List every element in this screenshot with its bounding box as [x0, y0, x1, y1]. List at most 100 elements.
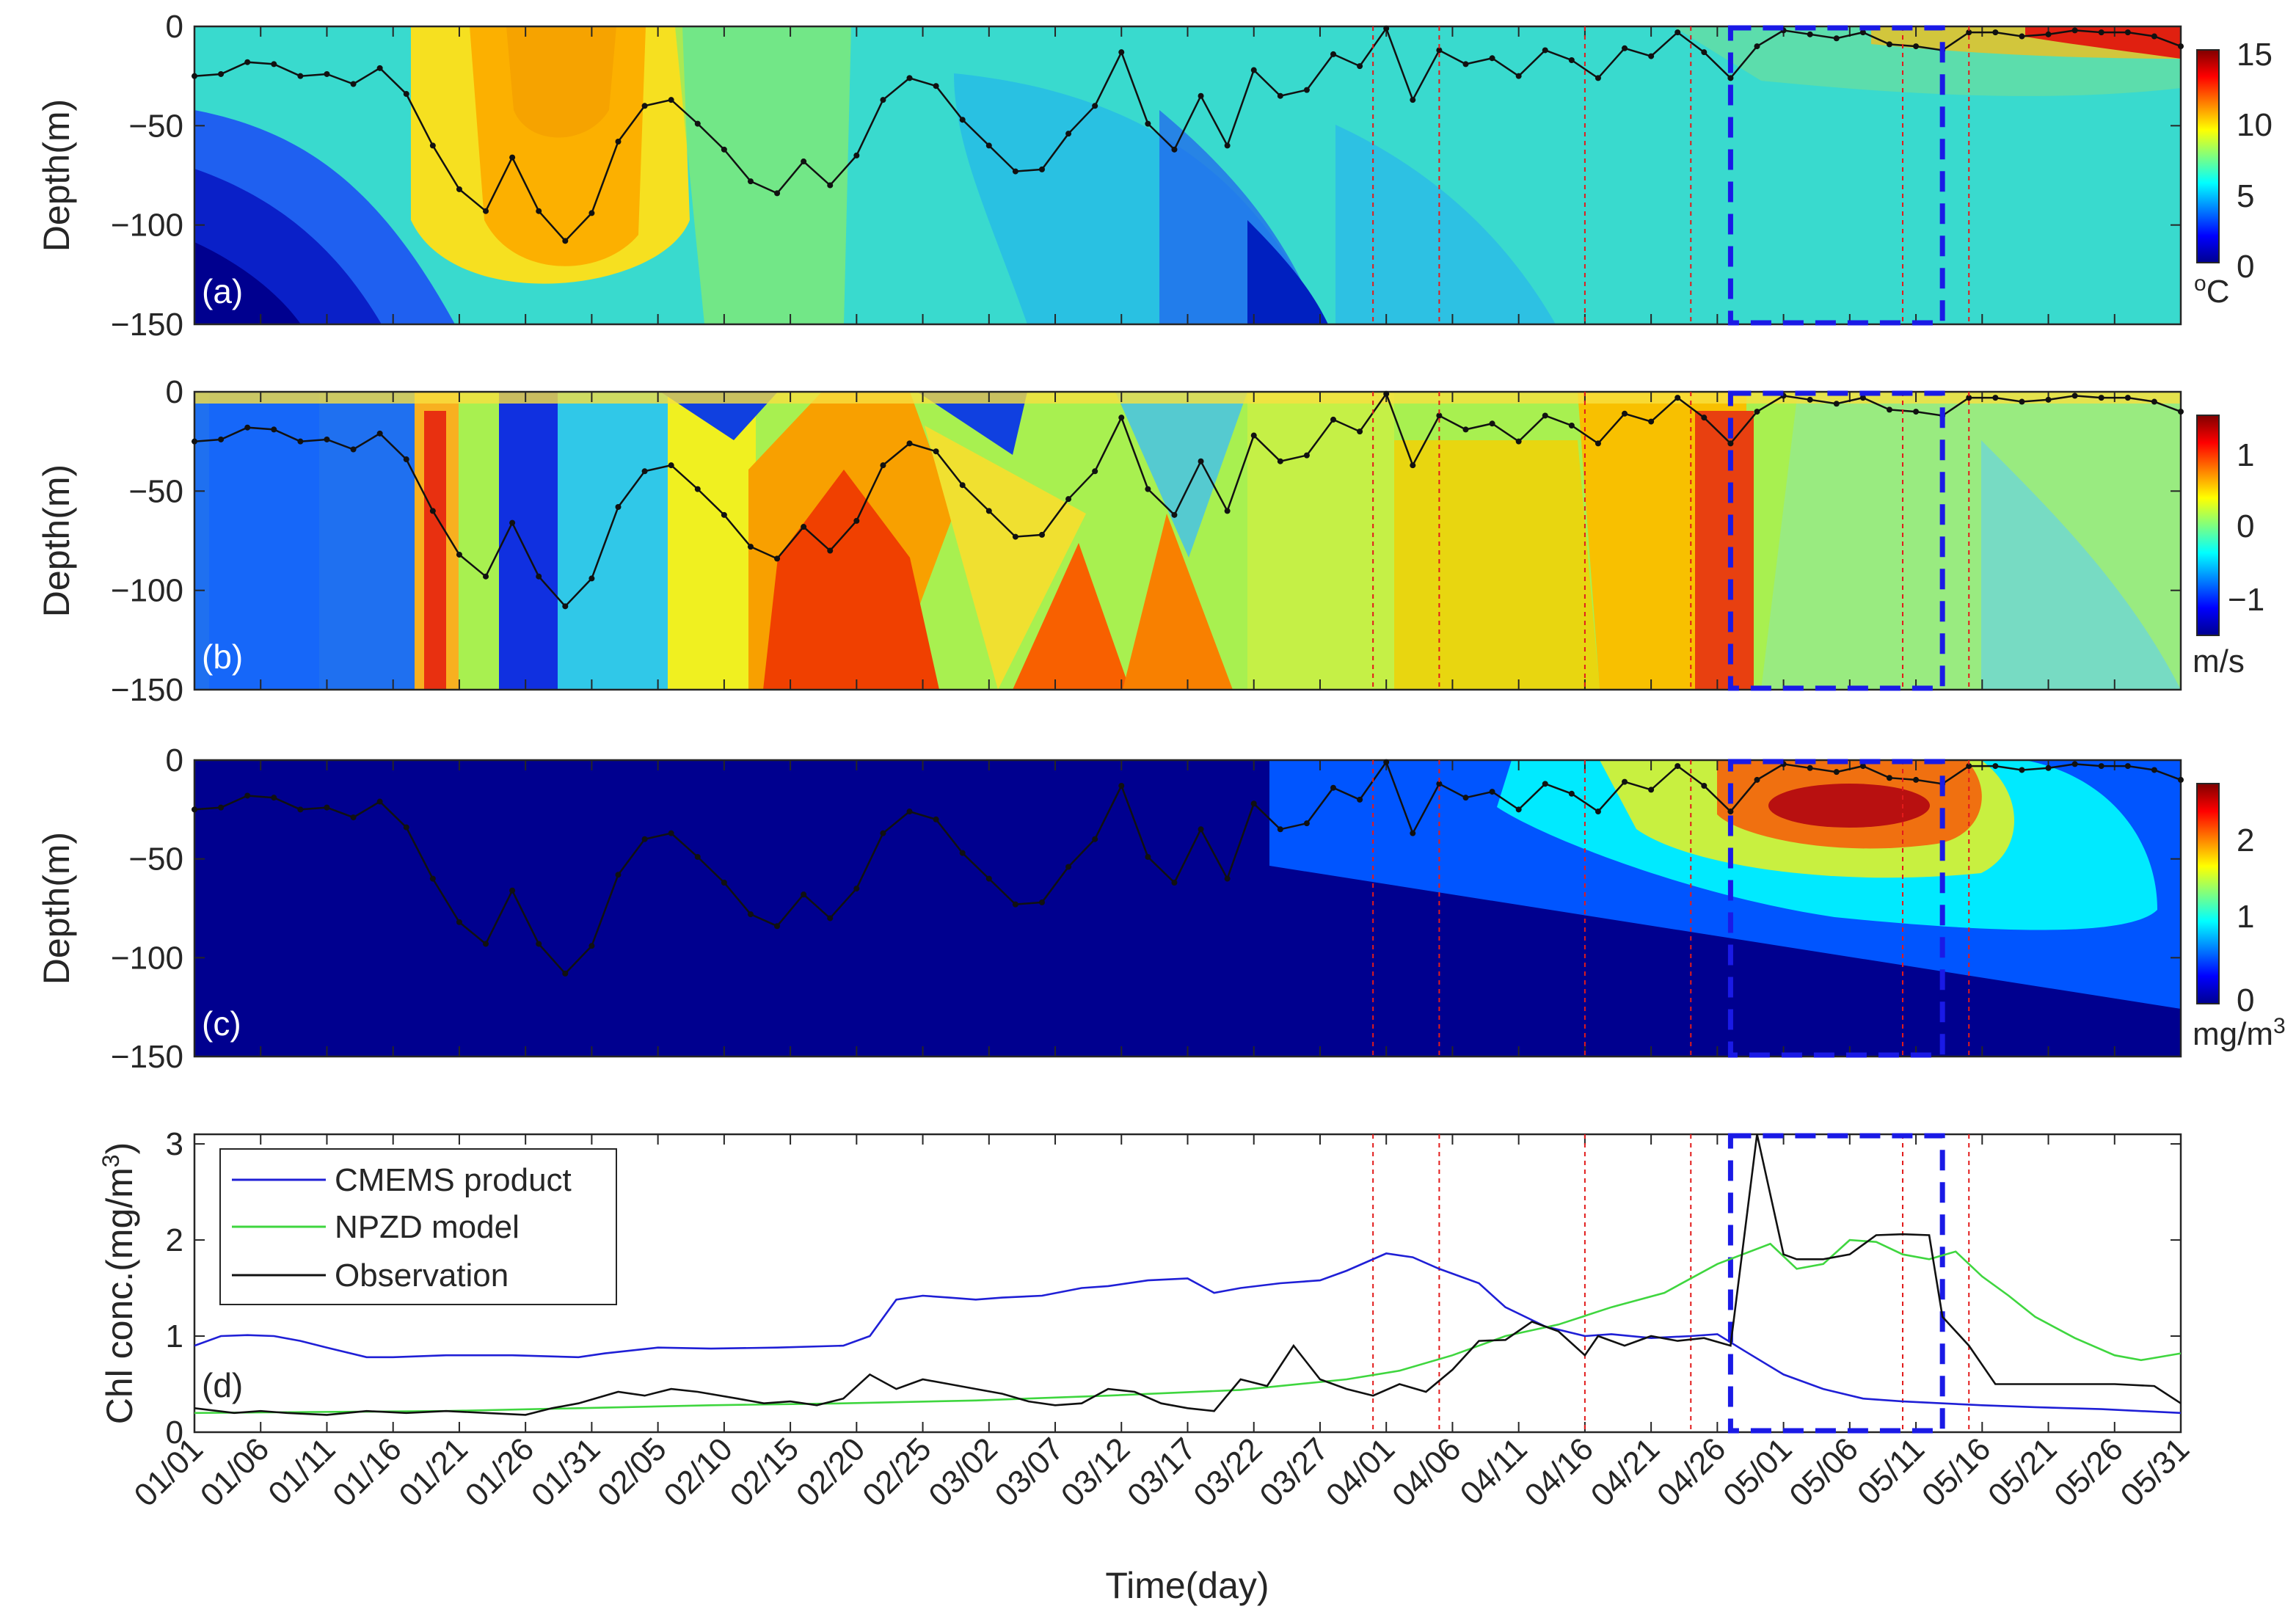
y-tick-label: −50 [128, 108, 183, 144]
mixed-layer-depth-point [244, 792, 251, 799]
x-tick-label: 01/16 [326, 1431, 409, 1514]
mixed-layer-depth-point [2098, 763, 2104, 770]
mixed-layer-depth-lines [192, 25, 2184, 977]
mixed-layer-depth-point [801, 891, 807, 898]
mixed-layer-depth-point [721, 511, 727, 518]
mixed-layer-depth-point [1674, 763, 1681, 770]
mixed-layer-depth-point [562, 970, 569, 977]
mixed-layer-depth-point [403, 91, 409, 98]
mixed-layer-depth-point [2151, 767, 2157, 773]
panel-a-label: (a) [202, 272, 243, 310]
panel-c [193, 759, 2182, 1058]
highlight-box [1727, 759, 1945, 1058]
mixed-layer-depth-point [244, 424, 251, 431]
mixed-layer-depth-point [668, 462, 674, 469]
mixed-layer-depth-point [1171, 879, 1178, 886]
mixed-layer-depth-point [1330, 51, 1337, 57]
mixed-layer-depth-point [985, 875, 992, 882]
mixed-layer-depth-point [668, 830, 674, 836]
mixed-layer-depth-point [641, 103, 648, 109]
mixed-layer-depth-point [747, 178, 754, 185]
highlight-box [1727, 1133, 1945, 1434]
panel-a [193, 25, 2182, 326]
mixed-layer-depth-point [1913, 776, 1920, 783]
mixed-layer-depth-point [2178, 43, 2184, 50]
x-tick-label: 05/06 [1782, 1431, 1865, 1514]
mixed-layer-depth-point [1436, 412, 1443, 419]
colorbar-b-tick: 0 [2237, 508, 2254, 544]
x-tick-label: 01/11 [261, 1431, 342, 1511]
mixed-layer-depth-point [1701, 49, 1708, 56]
mixed-layer-depth-line [194, 760, 2182, 975]
mixed-layer-depth-point [192, 438, 197, 445]
mixed-layer-depth-point [456, 551, 462, 558]
mixed-layer-depth-point [1357, 63, 1363, 70]
mixed-layer-depth-point [1595, 809, 1601, 815]
mixed-layer-depth-point [1992, 763, 1999, 770]
mixed-layer-depth-point [1250, 67, 1257, 73]
mixed-layer-depth-point [218, 436, 225, 442]
mixed-layer-depth-point [2178, 776, 2184, 783]
mixed-layer-depth-point [1542, 781, 1548, 787]
colorbar-a-unit: oC [2194, 271, 2229, 310]
mixed-layer-depth-point [747, 911, 754, 918]
legend-label-cmems: CMEMS product [335, 1162, 572, 1198]
mixed-layer-depth-point [774, 555, 781, 562]
mixed-layer-depth-point [1489, 789, 1495, 795]
reference-lines [1372, 25, 1970, 1434]
mixed-layer-depth-point [615, 872, 622, 878]
mixed-layer-depth-point [1886, 41, 1892, 48]
mixed-layer-depth-point [1171, 511, 1178, 518]
x-tick-label: 05/21 [1981, 1431, 2064, 1514]
mixed-layer-depth-point [721, 146, 727, 153]
mixed-layer-depth-point [694, 486, 701, 492]
x-tick-label: 04/16 [1517, 1431, 1600, 1514]
mixed-layer-depth-point [324, 804, 330, 811]
colorbar-c-tick: 2 [2237, 822, 2254, 858]
mixed-layer-depth-point [1568, 57, 1575, 64]
y-tick-label: −50 [128, 842, 183, 878]
x-tick-label: 02/20 [790, 1431, 872, 1514]
mixed-layer-depth-point [2071, 393, 2078, 399]
colorbar-b: 1 0 −1 m/s [2193, 415, 2264, 679]
mixed-layer-depth-point [1198, 92, 1204, 99]
mixed-layer-depth-point [1303, 820, 1310, 827]
mixed-layer-depth-point [985, 508, 992, 514]
mixed-layer-depth-point [536, 941, 542, 947]
mixed-layer-depth-point [1966, 29, 1972, 36]
y-tick-label: 0 [166, 742, 183, 778]
mixed-layer-depth-point [959, 850, 966, 856]
mixed-layer-depth-point [959, 482, 966, 489]
mixed-layer-depth-point [1992, 395, 1999, 401]
y-tick-label: −150 [111, 1039, 183, 1075]
mixed-layer-depth-point [1701, 783, 1708, 789]
mixed-layer-depth-point [1542, 412, 1548, 419]
mixed-layer-depth-point [536, 573, 542, 580]
mixed-layer-depth-point [1622, 410, 1628, 417]
mixed-layer-depth-point [1807, 765, 1813, 771]
x-tick-label: 03/12 [1054, 1431, 1137, 1514]
mixed-layer-depth-point [376, 798, 383, 805]
x-tick-label: 05/01 [1716, 1431, 1799, 1514]
mixed-layer-depth-point [906, 809, 913, 815]
x-tick-label: 03/22 [1187, 1431, 1269, 1514]
mixed-layer-depth-point [192, 73, 197, 79]
legend: CMEMS product NPZD model Observation [219, 1148, 617, 1305]
panel-c-label: (c) [202, 1004, 241, 1043]
mixed-layer-depth-point [509, 154, 516, 161]
mixed-layer-depth-point [1622, 778, 1628, 785]
mixed-layer-depth-point [2098, 395, 2104, 401]
colorbar-b-unit: m/s [2193, 643, 2245, 679]
x-tick-label: 04/21 [1584, 1431, 1667, 1514]
mixed-layer-depth-point [747, 544, 754, 550]
mixed-layer-depth-point [350, 814, 357, 821]
mixed-layer-depth-point [1224, 508, 1231, 514]
mixed-layer-depth-point [1383, 390, 1390, 397]
y-tick-label: −100 [111, 573, 183, 609]
mixed-layer-depth-point [1913, 409, 1920, 415]
mixed-layer-depth-point [615, 138, 622, 145]
series-lines [194, 1134, 2181, 1416]
mixed-layer-depth-point [1065, 496, 1072, 503]
mixed-layer-depth-point [1727, 809, 1734, 815]
mixed-layer-depth-point [1383, 25, 1390, 32]
